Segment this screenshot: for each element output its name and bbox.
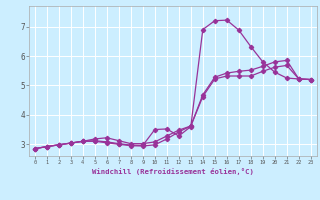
X-axis label: Windchill (Refroidissement éolien,°C): Windchill (Refroidissement éolien,°C) xyxy=(92,168,254,175)
